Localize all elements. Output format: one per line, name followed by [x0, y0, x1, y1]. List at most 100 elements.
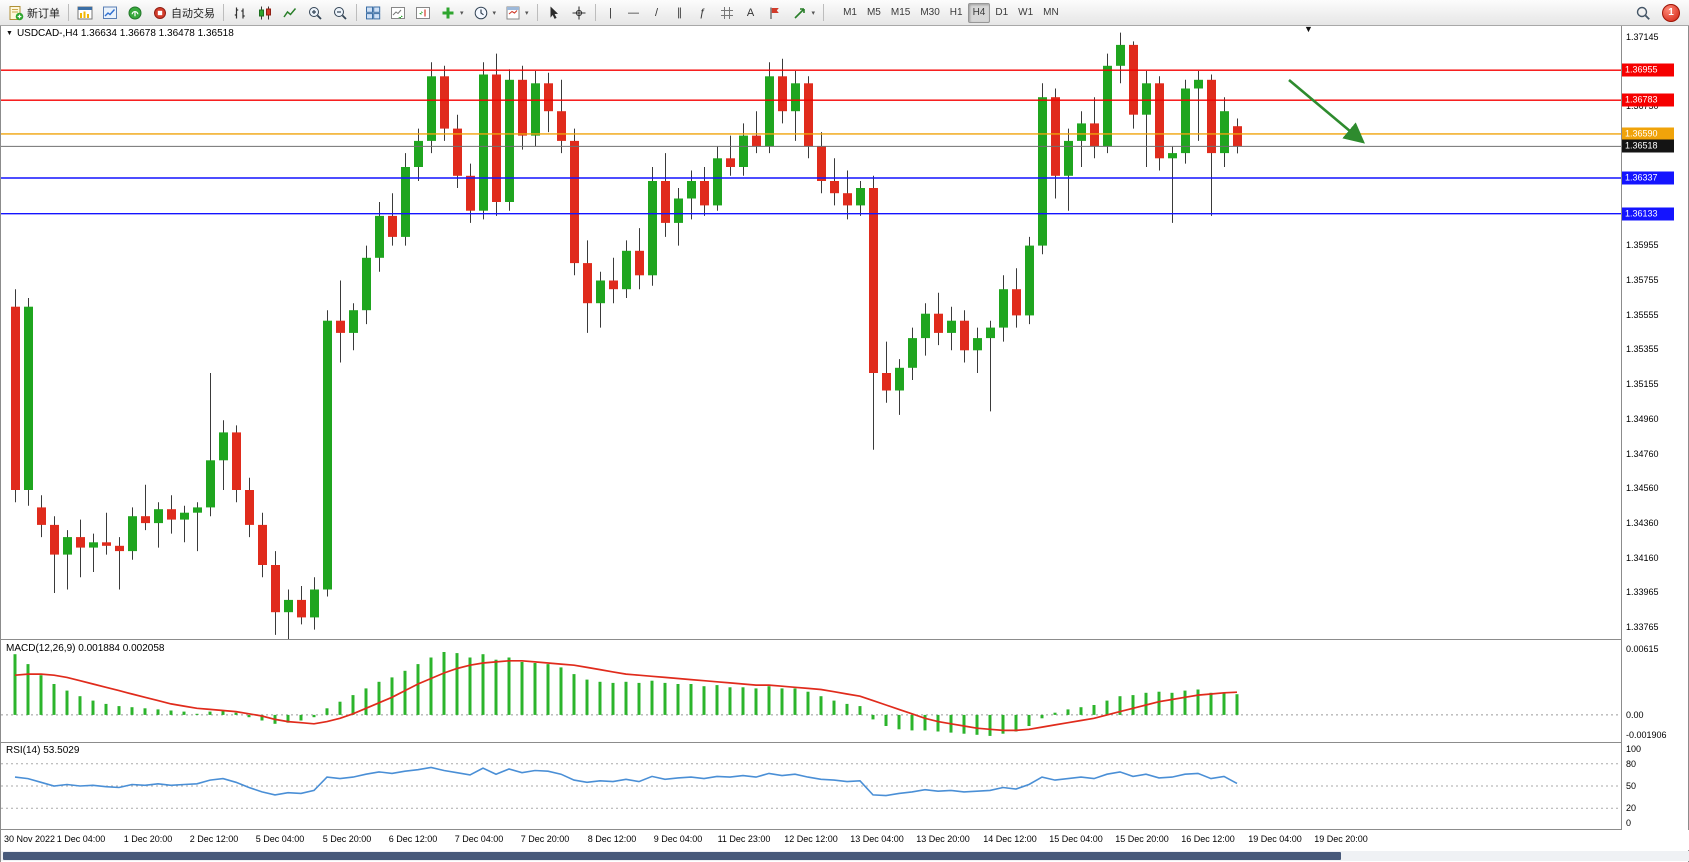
- timeframe-button-mn[interactable]: MN: [1038, 3, 1064, 23]
- zoom-in-button[interactable]: [303, 2, 327, 24]
- toolbar-separator: [223, 4, 224, 21]
- cursor-tool-button[interactable]: [542, 2, 566, 24]
- date-tick-label: 14 Dec 12:00: [983, 834, 1037, 844]
- horizontal-line-icon: —: [628, 6, 640, 19]
- date-tick-label: 5 Dec 04:00: [255, 834, 305, 844]
- new-order-icon: [8, 5, 24, 21]
- date-tick-label: 8 Dec 12:00: [587, 834, 637, 844]
- zoom-out-button[interactable]: [328, 2, 352, 24]
- text-tool-button[interactable]: A: [740, 2, 762, 24]
- search-icon: [1635, 5, 1651, 21]
- zoom-out-icon: [332, 5, 348, 21]
- price-axis-label: 1.34760: [1626, 448, 1659, 459]
- price-axis-label: 1.35555: [1626, 309, 1659, 320]
- timeframe-button-d1[interactable]: D1: [990, 3, 1013, 23]
- data-window-icon: [127, 5, 143, 21]
- arrows-tool-button[interactable]: ▾: [788, 2, 820, 24]
- vertical-line-icon: |: [609, 6, 612, 19]
- candlestick-mode-button[interactable]: [253, 2, 277, 24]
- date-tick-label: 19 Dec 20:00: [1314, 834, 1368, 844]
- shapes-tool-button[interactable]: [715, 2, 739, 24]
- grid-shapes-icon: [719, 5, 735, 21]
- toolbar-separator: [68, 4, 69, 21]
- price-axis-label: 1.33765: [1626, 622, 1659, 632]
- date-tick-label: 1 Dec 20:00: [123, 834, 173, 844]
- price-axis-label: 1.34560: [1626, 483, 1659, 494]
- timeframe-button-m15[interactable]: M15: [886, 3, 915, 23]
- add-indicator-button[interactable]: ▾: [436, 2, 468, 24]
- hline-price-tag: 1.36133: [1622, 207, 1674, 221]
- timeframe-button-w1[interactable]: W1: [1013, 3, 1038, 23]
- price-axis-label: 1.35955: [1626, 240, 1659, 251]
- crosshair-tool-button[interactable]: [567, 2, 591, 24]
- rsi-axis-label: 50: [1626, 781, 1637, 791]
- price-axis-label: 1.37145: [1626, 32, 1659, 42]
- vertical-line-tool-button[interactable]: |: [600, 2, 622, 24]
- current-price-tag: 1.36518: [1622, 139, 1674, 153]
- tile-windows-icon: [365, 5, 381, 21]
- period-button[interactable]: ▾: [469, 2, 501, 24]
- time-scale[interactable]: 30 Nov 2022 1 Dec 04:00 1 Dec 20:00 2 Dec 1…: [1, 830, 1689, 850]
- text-icon: A: [746, 6, 755, 19]
- crosshair-icon: [571, 5, 587, 21]
- timeframe-button-m5[interactable]: M5: [862, 3, 886, 23]
- bar-chart-mode-button[interactable]: [228, 2, 252, 24]
- search-button[interactable]: [1631, 2, 1655, 24]
- label-flag-icon: [767, 5, 783, 21]
- profiles-button[interactable]: [73, 2, 97, 24]
- tile-windows-button[interactable]: [361, 2, 385, 24]
- auto-trading-button[interactable]: 自动交易: [148, 2, 219, 24]
- dropdown-caret-icon: ▾: [460, 9, 464, 17]
- candlestick-chart[interactable]: [1, 26, 1623, 639]
- chart-shift-button[interactable]: [411, 2, 435, 24]
- macd-indicator-pane[interactable]: MACD(12,26,9) 0.001884 0.002058: [1, 641, 1623, 743]
- timeframe-button-h4[interactable]: H4: [967, 2, 991, 23]
- rsi-indicator-pane[interactable]: RSI(14) 53.5029: [1, 743, 1623, 830]
- macd-chart[interactable]: [1, 641, 1623, 742]
- macd-axis-label: 0.00615: [1626, 644, 1659, 654]
- label-tool-button[interactable]: [763, 2, 787, 24]
- new-order-label: 新订单: [27, 7, 60, 20]
- channel-tool-button[interactable]: ∥: [669, 2, 691, 24]
- rsi-axis-label: 80: [1626, 758, 1637, 769]
- data-window-button[interactable]: [123, 2, 147, 24]
- candlestick-icon: [257, 5, 273, 21]
- horizontal-scrollbar[interactable]: [1, 851, 1689, 861]
- fibonacci-tool-button[interactable]: ƒ: [692, 2, 714, 24]
- toolbar-right-group: 1: [1631, 2, 1685, 24]
- chart-shift-marker-icon[interactable]: ▼: [1304, 24, 1313, 34]
- date-tick-label: 9 Dec 04:00: [653, 834, 703, 844]
- timeframe-button-h1[interactable]: H1: [945, 3, 968, 23]
- timeframe-button-m1[interactable]: M1: [838, 3, 862, 23]
- chart-workspace: ▼ USDCAD-,H4 1.36634 1.36678 1.36478 1.36…: [0, 24, 1689, 862]
- scrollbar-thumb[interactable]: [3, 852, 1341, 860]
- templates-button[interactable]: ▾: [501, 2, 533, 24]
- price-scale[interactable]: 1.371451.369451.367501.365501.363551.361…: [1621, 26, 1688, 830]
- auto-scroll-button[interactable]: [386, 2, 410, 24]
- date-tick-label: 7 Dec 20:00: [520, 834, 570, 844]
- arrow-object-icon: [792, 5, 808, 21]
- line-chart-icon: [282, 5, 298, 21]
- rsi-axis-label: 0: [1626, 818, 1632, 828]
- chart-title: ▼ USDCAD-,H4 1.36634 1.36678 1.36478 1.36…: [6, 28, 234, 39]
- hline-price-tag: 1.36590: [1622, 127, 1674, 141]
- main-chart-pane[interactable]: ▼ USDCAD-,H4 1.36634 1.36678 1.36478 1.36…: [1, 24, 1623, 640]
- horizontal-line-tool-button[interactable]: —: [623, 2, 645, 24]
- new-order-button[interactable]: 新订单: [4, 2, 64, 24]
- date-tick-label: 16 Dec 12:00: [1181, 834, 1235, 844]
- trendline-tool-button[interactable]: /: [646, 2, 668, 24]
- market-watch-button[interactable]: [98, 2, 122, 24]
- hline-price-tag: 1.36783: [1622, 93, 1674, 107]
- auto-trading-icon: [152, 5, 168, 21]
- line-chart-mode-button[interactable]: [278, 2, 302, 24]
- rsi-chart[interactable]: [1, 743, 1623, 829]
- date-tick-label: 12 Dec 12:00: [784, 834, 838, 844]
- timeframe-button-m30[interactable]: M30: [915, 3, 944, 23]
- macd-axis-label: 0.00: [1626, 709, 1644, 720]
- chart-title-text: USDCAD-,H4 1.36634 1.36678 1.36478 1.365…: [16, 28, 234, 39]
- price-axis-label: 1.35755: [1626, 274, 1659, 285]
- timeframe-group: M1 M5 M15 M30 H1 H4 D1 W1 MN: [838, 2, 1064, 23]
- date-tick-label: 2 Dec 12:00: [189, 834, 239, 844]
- notification-badge[interactable]: 1: [1662, 3, 1680, 22]
- price-axis-label: 1.34360: [1626, 517, 1659, 528]
